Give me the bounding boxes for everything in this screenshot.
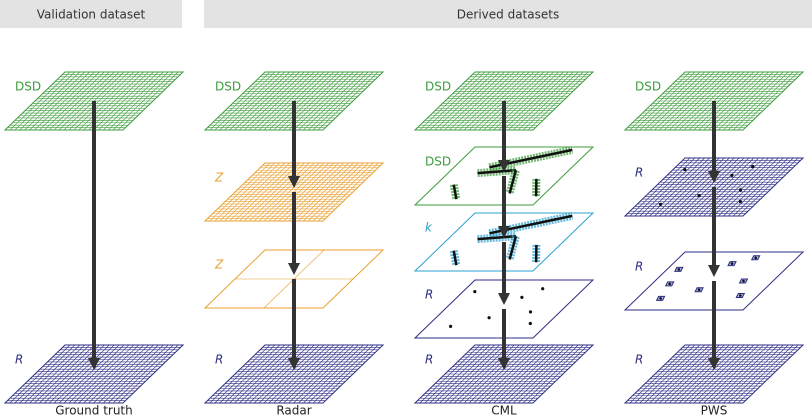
grid-line [737, 157, 799, 217]
layer [413, 344, 595, 404]
point [473, 290, 477, 294]
layer [203, 344, 385, 404]
grid-line [317, 71, 379, 131]
layer-label: R [425, 288, 433, 302]
arrow-head [498, 293, 510, 305]
grid-line [308, 344, 369, 404]
point [742, 279, 745, 283]
point [659, 297, 662, 300]
arrow-head [288, 263, 300, 275]
grid-line [732, 344, 794, 404]
layer-label: R [15, 353, 23, 367]
column-caption: CML [491, 404, 517, 418]
grid-line [737, 344, 799, 404]
layer-label: k [425, 221, 433, 235]
arrow-head [498, 160, 510, 172]
grid-line [728, 344, 789, 404]
grid-line [728, 71, 789, 131]
layer [623, 344, 805, 404]
layer-label: DSD [635, 80, 661, 94]
layer-label: Z [214, 258, 224, 272]
point [730, 173, 734, 177]
grid-line [522, 344, 584, 404]
column-caption: Ground truth [55, 404, 133, 418]
point [738, 199, 742, 204]
grid-line [312, 71, 374, 131]
layer-label: DSD [425, 155, 451, 169]
point [528, 310, 533, 314]
grid-line [527, 71, 589, 131]
link [452, 250, 458, 266]
arrow-head [288, 176, 300, 188]
grid-line [308, 71, 369, 131]
grid-line [737, 71, 799, 131]
grid-line [518, 71, 579, 131]
arrow-head [88, 358, 100, 370]
grid-line [312, 162, 374, 222]
layer-label: DSD [215, 80, 241, 94]
header-bar [204, 0, 812, 28]
point [520, 295, 524, 299]
layer-label: R [635, 166, 643, 180]
grid-line [732, 157, 794, 217]
grid-line [728, 157, 789, 217]
grid-line [312, 344, 374, 404]
grid-line [522, 71, 584, 131]
layer-label: R [215, 353, 223, 367]
arrow-head [708, 358, 720, 370]
link [508, 169, 518, 194]
grid-line [308, 162, 369, 222]
point [659, 202, 663, 206]
grid-line [518, 344, 579, 404]
point [738, 188, 743, 192]
column-caption: Radar [276, 404, 311, 418]
grid-line [117, 71, 179, 131]
link [508, 235, 518, 260]
layer-label: R [425, 353, 433, 367]
point [697, 288, 701, 292]
arrow-head [288, 358, 300, 370]
point [730, 262, 734, 265]
point [677, 268, 681, 271]
layer-label: DSD [425, 80, 451, 94]
grid-line [108, 344, 169, 404]
header-title: Derived datasets [457, 8, 559, 22]
grid-line [527, 344, 589, 404]
arrow-head [708, 171, 720, 183]
point [754, 256, 757, 260]
header-bar [0, 0, 182, 28]
link [477, 168, 516, 175]
link [452, 184, 458, 200]
grid-line [732, 71, 794, 131]
column-caption: PWS [701, 404, 728, 418]
arrow-head [498, 358, 510, 370]
point [528, 321, 532, 326]
grid-line [112, 71, 174, 131]
header-title: Validation dataset [37, 8, 146, 22]
layer-label: DSD [15, 80, 41, 94]
grid-line [108, 71, 169, 131]
point [697, 194, 701, 198]
point [683, 168, 687, 172]
grid-line [317, 344, 379, 404]
layer-label: Z [214, 171, 224, 185]
arrow-head [708, 265, 720, 277]
grid-line [317, 162, 379, 222]
point [751, 165, 755, 169]
point [668, 282, 671, 286]
layer-label: R [635, 353, 643, 367]
point [487, 316, 491, 320]
layer-label: R [635, 260, 643, 274]
point [449, 324, 453, 328]
grid-line [117, 344, 179, 404]
arrow-head [498, 226, 510, 238]
grid-line [112, 344, 174, 404]
link [477, 234, 516, 241]
layer [3, 344, 185, 404]
point [541, 287, 545, 291]
point [739, 294, 742, 297]
